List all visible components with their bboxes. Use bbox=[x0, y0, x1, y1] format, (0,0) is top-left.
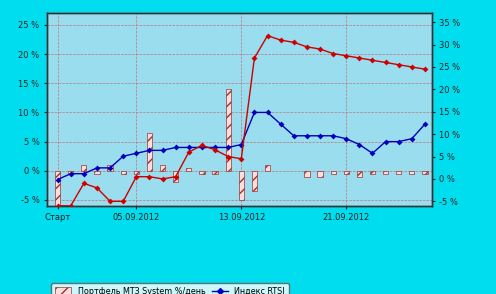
Bar bbox=[357, 171, 362, 177]
Bar bbox=[239, 171, 244, 200]
Bar bbox=[396, 171, 401, 174]
Bar bbox=[108, 165, 113, 171]
Bar bbox=[199, 171, 204, 174]
Bar bbox=[330, 171, 336, 174]
Bar bbox=[409, 171, 415, 174]
Bar bbox=[134, 171, 139, 174]
Bar bbox=[68, 171, 73, 174]
Bar bbox=[173, 171, 179, 183]
Bar bbox=[265, 165, 270, 171]
Bar bbox=[344, 171, 349, 174]
Bar bbox=[383, 171, 388, 174]
Bar bbox=[55, 171, 60, 206]
Bar bbox=[81, 165, 86, 171]
Bar bbox=[370, 171, 375, 174]
Bar bbox=[252, 171, 257, 191]
Bar bbox=[304, 171, 310, 177]
Bar bbox=[160, 165, 165, 171]
Bar bbox=[186, 168, 191, 171]
Bar bbox=[121, 171, 126, 174]
Bar bbox=[147, 133, 152, 171]
Bar bbox=[94, 171, 100, 174]
Bar bbox=[226, 89, 231, 171]
Bar bbox=[422, 171, 428, 174]
Legend: Портфель МТЗ System %/день, Портфель МТЗ System, Индекс RTSI: Портфель МТЗ System %/день, Портфель МТЗ… bbox=[51, 283, 289, 294]
Bar bbox=[212, 171, 218, 174]
Bar bbox=[317, 171, 322, 177]
